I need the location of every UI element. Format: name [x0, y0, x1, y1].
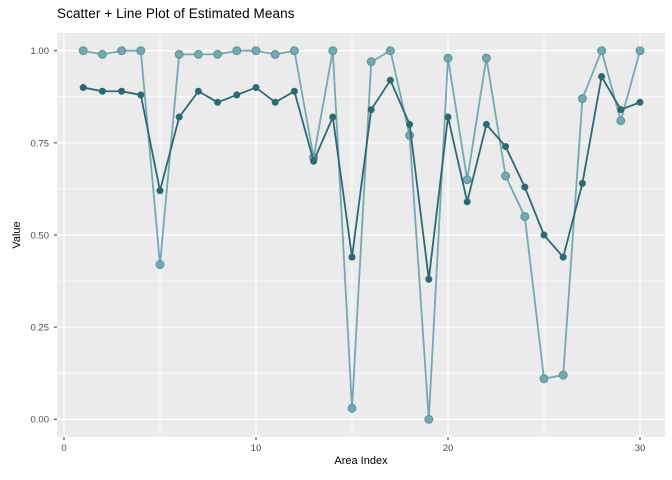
estimated-means-dark-point — [79, 84, 87, 92]
estimated-means-light-point — [136, 46, 146, 56]
estimated-means-dark-point — [367, 106, 375, 114]
estimated-means-dark-point — [271, 98, 279, 106]
estimated-means-dark-point — [310, 157, 318, 165]
estimated-means-dark-point — [521, 183, 529, 191]
y-axis-title: Value — [11, 221, 23, 249]
estimated-means-light-point — [501, 171, 511, 181]
estimated-means-light-point — [616, 116, 626, 126]
estimated-means-light-point — [385, 46, 395, 56]
estimated-means-light-point — [577, 94, 587, 104]
estimated-means-light-point — [328, 46, 338, 56]
estimated-means-dark-point — [425, 275, 433, 283]
estimated-means-light-point — [520, 212, 530, 222]
estimated-means-dark-point — [252, 84, 260, 92]
y-tick-label: 0.75 — [31, 138, 50, 149]
x-axis-title: Area Index — [334, 455, 388, 467]
estimated-means-dark-point — [214, 98, 222, 106]
estimated-means-dark-point — [559, 253, 567, 261]
estimated-means-light-point — [155, 260, 165, 269]
estimated-means-dark-point — [578, 179, 586, 187]
estimated-means-light-point — [443, 53, 453, 63]
estimated-means-light-point — [635, 46, 645, 56]
estimated-means-light-point — [232, 46, 242, 56]
estimated-means-dark-point — [194, 87, 202, 95]
estimated-means-light-point — [347, 403, 357, 413]
y-tick-label: 1.00 — [31, 46, 50, 57]
estimated-means-light-point — [597, 46, 607, 56]
estimated-means-dark-point — [348, 253, 356, 261]
estimated-means-dark-point — [444, 113, 452, 121]
x-tick-label: 0 — [61, 443, 66, 454]
estimated-means-light-point — [481, 53, 491, 63]
estimated-means-light-point — [424, 414, 434, 424]
estimated-means-dark-point — [636, 98, 644, 106]
estimated-means-dark-point — [502, 143, 510, 151]
estimated-means-light-point — [270, 49, 280, 59]
estimated-means-dark-point — [137, 91, 145, 99]
estimated-means-light-point — [97, 49, 107, 59]
estimated-means-light-point — [78, 46, 88, 56]
x-tick-label: 30 — [635, 443, 646, 454]
estimated-means-light-point — [289, 46, 299, 56]
estimated-means-dark-point — [406, 120, 414, 128]
estimated-means-light-point — [174, 49, 184, 59]
y-tick-label: 0.25 — [31, 323, 50, 334]
estimated-means-dark-point — [118, 87, 126, 95]
estimated-means-dark-point — [329, 113, 337, 121]
estimated-means-dark-point — [175, 113, 183, 121]
estimated-means-light-point — [558, 370, 568, 380]
estimated-means-dark-point — [598, 73, 606, 81]
x-tick-label: 10 — [251, 443, 262, 454]
y-tick-label: 0.00 — [31, 415, 50, 426]
estimated-means-light-point — [405, 131, 415, 140]
estimated-means-light-point — [366, 57, 376, 67]
estimated-means-dark-point — [98, 87, 106, 95]
estimated-means-light-point — [251, 46, 261, 56]
estimated-means-light-point — [462, 175, 472, 185]
chart-title: Scatter + Line Plot of Estimated Means — [57, 6, 295, 21]
estimated-means-light-point — [193, 49, 203, 59]
estimated-means-dark-point — [386, 76, 394, 84]
estimated-means-dark-point — [617, 106, 625, 114]
estimated-means-light-point — [213, 49, 223, 59]
estimated-means-light-point — [117, 46, 127, 56]
x-tick-label: 20 — [443, 443, 454, 454]
estimated-means-dark-line — [83, 75, 641, 281]
estimated-means-dark-point — [156, 187, 164, 195]
estimated-means-dark-point — [482, 120, 490, 128]
estimated-means-dark-point — [233, 91, 241, 99]
estimated-means-dark-point — [290, 87, 298, 95]
estimated-means-dark-point — [463, 198, 471, 206]
estimated-means-light-point — [539, 374, 549, 384]
estimated-means-dark-point — [540, 231, 548, 239]
y-tick-label: 0.50 — [31, 230, 50, 241]
